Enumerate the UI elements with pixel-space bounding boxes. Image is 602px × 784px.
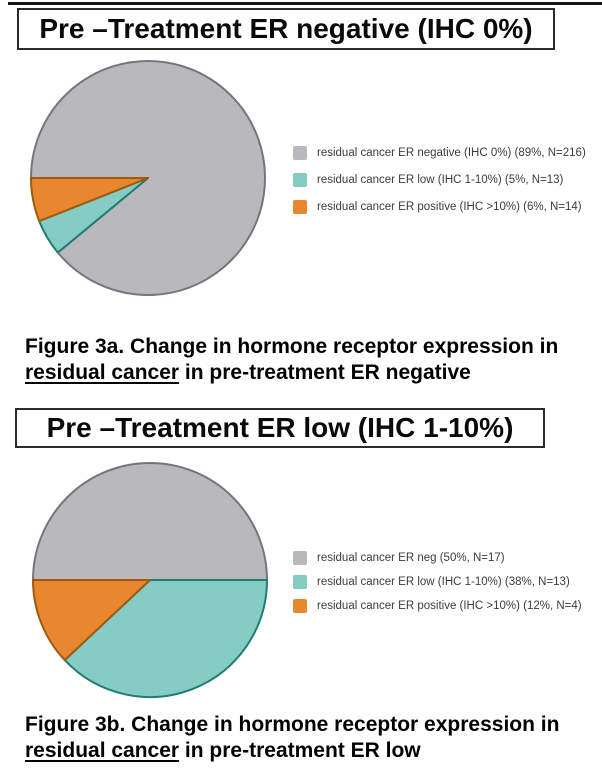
figure-3b-title-box: Pre –Treatment ER low (IHC 1-10%) [15,408,545,448]
legend-swatch-er-low [293,575,307,589]
legend-item: residual cancer ER positive (IHC >10%) (… [293,599,582,613]
pie-slice-er-positive [32,579,151,662]
cropped-top-edge-bar [8,2,602,5]
legend-label: residual cancer ER negative (IHC 0%) (89… [317,147,586,159]
figure-3b-title: Pre –Treatment ER low (IHC 1-10%) [46,412,514,443]
legend-label: residual cancer ER positive (IHC >10%) (… [317,201,582,213]
legend-3a: residual cancer ER negative (IHC 0%) (89… [293,146,586,214]
figure-3a-title-box: Pre –Treatment ER negative (IHC 0%) [17,8,555,50]
legend-item: residual cancer ER neg (50%, N=17) [293,551,582,565]
pie-chart-3b [32,462,268,698]
legend-swatch-er-low [293,173,307,187]
pie-slice-er-positive [30,177,149,223]
pie-slice-er-negative [32,462,268,581]
caption-underlined-text: residual cancer [25,739,180,762]
legend-swatch-er-positive [293,200,307,214]
legend-item: residual cancer ER negative (IHC 0%) (89… [293,146,586,160]
pie-slice-er-low [63,579,268,698]
figure-3a-caption: Figure 3a. Change in hormone receptor ex… [25,334,590,386]
legend-swatch-er-positive [293,599,307,613]
legend-3b: residual cancer ER neg (50%, N=17) residu… [293,551,582,613]
legend-label: residual cancer ER low (IHC 1-10%) (38%,… [317,576,570,588]
legend-item: residual cancer ER positive (IHC >10%) (… [293,200,586,214]
figure-3b-caption: Figure 3b. Change in hormone receptor ex… [25,712,590,764]
legend-label: residual cancer ER positive (IHC >10%) (… [317,600,582,612]
figure-3a-title: Pre –Treatment ER negative (IHC 0%) [39,13,533,44]
caption-text: in pre-treatment ER negative [179,361,471,384]
legend-label: residual cancer ER low (IHC 1-10%) (5%, … [317,174,564,186]
pie-chart-3a [30,60,266,296]
legend-swatch-er-negative [293,551,307,565]
caption-text: Figure 3b. Change in hormone receptor ex… [25,713,560,736]
caption-text: in pre-treatment ER low [179,739,421,762]
caption-underlined-text: residual cancer [25,361,180,384]
legend-swatch-er-negative [293,146,307,160]
legend-item: residual cancer ER low (IHC 1-10%) (38%,… [293,575,582,589]
legend-item: residual cancer ER low (IHC 1-10%) (5%, … [293,173,586,187]
caption-text: Figure 3a. Change in hormone receptor ex… [25,335,559,358]
legend-label: residual cancer ER neg (50%, N=17) [317,552,505,564]
